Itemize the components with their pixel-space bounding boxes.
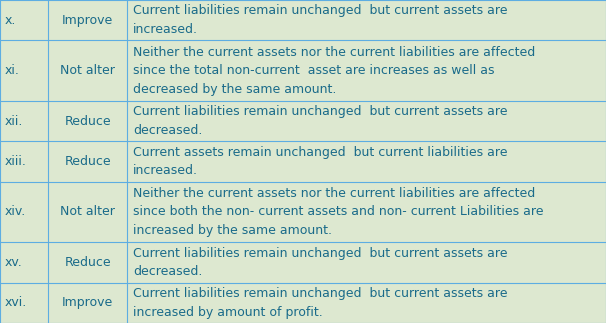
Bar xyxy=(0,182,606,242)
Text: Current liabilities remain unchanged  but current assets are
increased.: Current liabilities remain unchanged but… xyxy=(133,5,508,36)
Text: xv.: xv. xyxy=(5,256,22,269)
Bar xyxy=(0,101,606,141)
Text: Current liabilities remain unchanged  but current assets are
increased by amount: Current liabilities remain unchanged but… xyxy=(133,287,508,318)
Text: xvi.: xvi. xyxy=(5,296,27,309)
Text: Current liabilities remain unchanged  but current assets are
decreased.: Current liabilities remain unchanged but… xyxy=(133,247,508,278)
Text: x.: x. xyxy=(5,14,16,27)
Text: Neither the current assets nor the current liabilities are affected
since the to: Neither the current assets nor the curre… xyxy=(133,46,536,96)
Text: Current assets remain unchanged  but current liabilities are
increased.: Current assets remain unchanged but curr… xyxy=(133,146,508,177)
Bar xyxy=(0,40,606,101)
Text: xii.: xii. xyxy=(5,115,23,128)
Text: Reduce: Reduce xyxy=(65,115,111,128)
Text: xi.: xi. xyxy=(5,64,20,77)
Bar xyxy=(0,141,606,182)
Text: Reduce: Reduce xyxy=(65,155,111,168)
Text: xiv.: xiv. xyxy=(5,205,26,218)
Bar xyxy=(0,242,606,283)
Bar xyxy=(0,283,606,323)
Bar xyxy=(0,0,606,40)
Text: Improve: Improve xyxy=(62,296,113,309)
Text: Improve: Improve xyxy=(62,14,113,27)
Text: Current liabilities remain unchanged  but current assets are
decreased.: Current liabilities remain unchanged but… xyxy=(133,105,508,137)
Text: Not alter: Not alter xyxy=(61,64,115,77)
Text: Reduce: Reduce xyxy=(65,256,111,269)
Text: Not alter: Not alter xyxy=(61,205,115,218)
Text: Neither the current assets nor the current liabilities are affected
since both t: Neither the current assets nor the curre… xyxy=(133,187,544,237)
Text: xiii.: xiii. xyxy=(5,155,27,168)
